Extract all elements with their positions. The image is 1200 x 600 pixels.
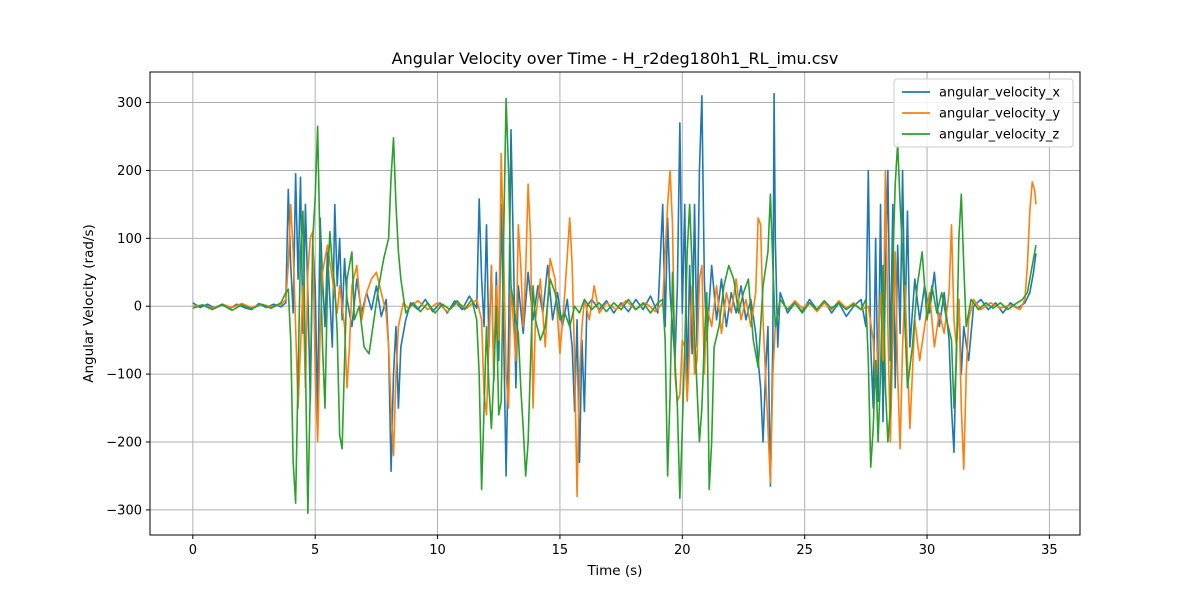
legend-box (893, 78, 1074, 148)
y-axis-ticks: −300 −200 −100 0 100 200 300 (106, 96, 150, 518)
chart-title: Angular Velocity over Time - H_r2deg180h… (392, 49, 839, 69)
grid-lines (150, 72, 1080, 535)
x-tick-label: 25 (796, 543, 813, 558)
x-tick-label: 15 (552, 543, 569, 558)
legend-label: angular_velocity_y (939, 107, 1060, 122)
x-tick-label: 35 (1041, 543, 1058, 558)
series-line-angular_velocity_y (192, 152, 1037, 498)
x-axis-ticks: 0 5 10 15 20 25 30 35 (189, 535, 1058, 558)
x-tick-label: 5 (311, 543, 319, 558)
legend-label: angular_velocity_x (939, 86, 1060, 101)
y-tick-label: 0 (134, 300, 142, 315)
legend: angular_velocity_x angular_velocity_yangu… (893, 78, 1074, 148)
plot-frame (149, 71, 1081, 536)
y-tick-label: −200 (106, 435, 142, 450)
y-tick-label: 300 (117, 96, 142, 111)
x-tick-label: 0 (189, 543, 197, 558)
y-tick-label: −300 (106, 503, 142, 518)
x-tick-label: 10 (429, 543, 446, 558)
series-line-angular_velocity_z (192, 97, 1037, 515)
y-axis-label: Angular Velocity (rad/s) (81, 224, 97, 383)
y-tick-label: 100 (117, 232, 142, 247)
y-tick-label: −100 (106, 368, 142, 383)
series-line-angular_velocity_x (192, 92, 1037, 487)
x-tick-label: 20 (674, 543, 691, 558)
y-tick-label: 200 (117, 164, 142, 179)
legend-label: angular_velocity_z (939, 128, 1059, 143)
x-axis-label: Time (s) (587, 563, 643, 579)
series-layer (192, 92, 1037, 515)
x-tick-label: 30 (919, 543, 936, 558)
